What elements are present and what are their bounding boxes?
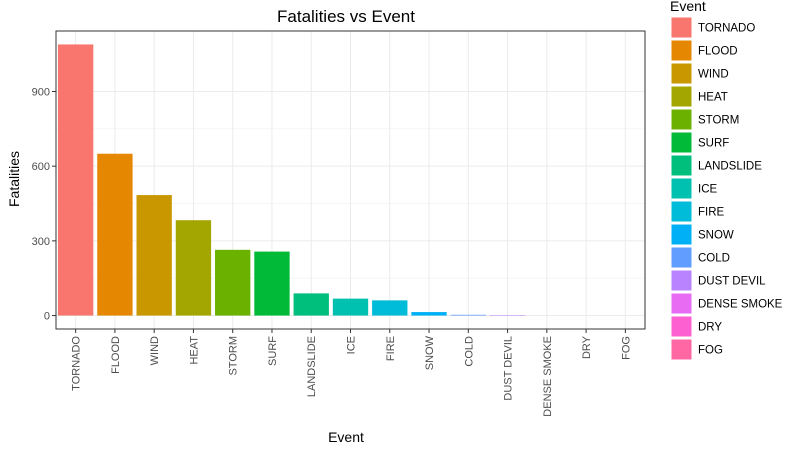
legend-key bbox=[670, 246, 693, 269]
y-tick-label: 600 bbox=[32, 161, 50, 173]
x-tick-label: LANDSLIDE bbox=[306, 336, 318, 397]
bar-heat bbox=[175, 220, 212, 316]
legend: TORNADO FLOOD WIND HEAT STORM SURF LANDSLIDE IC… bbox=[670, 16, 783, 361]
legend-label: TORNADO bbox=[698, 23, 755, 35]
legend-label: FLOOD bbox=[698, 46, 738, 58]
legend-key bbox=[670, 177, 693, 200]
legend-key bbox=[670, 39, 693, 62]
x-tick-label: DUST DEVIL bbox=[503, 336, 515, 401]
legend-key bbox=[670, 223, 693, 246]
legend-label: FIRE bbox=[698, 207, 725, 219]
bar-wind bbox=[136, 195, 172, 316]
legend-label: STORM bbox=[698, 115, 739, 127]
x-tick-label: FLOOD bbox=[110, 336, 122, 374]
x-tick-label: SNOW bbox=[424, 335, 436, 370]
x-tick-label: FOG bbox=[620, 336, 632, 360]
x-tick-label: STORM bbox=[228, 336, 240, 376]
legend-key bbox=[670, 154, 693, 177]
x-axis-title: Event bbox=[328, 429, 364, 445]
legend-label: COLD bbox=[698, 253, 730, 265]
legend-label: ICE bbox=[698, 184, 718, 196]
legend-label: DRY bbox=[698, 322, 722, 334]
legend-key bbox=[670, 315, 693, 338]
y-tick-label: 900 bbox=[32, 86, 50, 98]
bar-tornado bbox=[57, 44, 94, 316]
legend-title: Event bbox=[670, 0, 706, 14]
x-tick-label: TORNADO bbox=[71, 336, 83, 391]
legend-key bbox=[670, 16, 693, 39]
legend-key bbox=[670, 200, 693, 223]
x-tick-label: WIND bbox=[149, 336, 161, 365]
legend-label: LANDSLIDE bbox=[698, 161, 762, 173]
bar-surf bbox=[254, 251, 290, 316]
bar-ice bbox=[332, 298, 369, 316]
bar-cold bbox=[450, 314, 486, 316]
legend-key bbox=[670, 85, 693, 108]
bar-snow bbox=[411, 312, 447, 316]
legend-label: SNOW bbox=[698, 230, 734, 242]
bar-fire bbox=[372, 300, 408, 316]
x-tick-label: SURF bbox=[267, 336, 279, 366]
legend-label: DUST DEVIL bbox=[698, 276, 766, 288]
legend-label: HEAT bbox=[698, 92, 728, 104]
legend-key bbox=[670, 269, 693, 292]
bar-storm bbox=[215, 249, 251, 316]
plot-area: 0 300 600 900 TORNADO FLOOD WIND HEAT STORM SURF L… bbox=[32, 30, 646, 417]
legend-key bbox=[670, 292, 693, 315]
legend-label: WIND bbox=[698, 69, 729, 81]
bar-flood bbox=[97, 153, 133, 316]
x-tick-label: DRY bbox=[581, 335, 593, 359]
y-tick-label: 300 bbox=[32, 236, 50, 248]
x-tick-label: ICE bbox=[346, 336, 358, 354]
y-axis-title: Fatalities bbox=[6, 151, 22, 207]
legend-key bbox=[670, 62, 693, 85]
x-tick-label: HEAT bbox=[188, 336, 200, 365]
legend-label: SURF bbox=[698, 138, 729, 150]
legend-key bbox=[670, 131, 693, 154]
legend-key bbox=[670, 108, 693, 131]
legend-label: DENSE SMOKE bbox=[698, 299, 783, 311]
legend-key bbox=[670, 338, 693, 361]
bar-landslide bbox=[293, 293, 329, 316]
legend-label: FOG bbox=[698, 345, 723, 357]
chart-title: Fatalities vs Event bbox=[277, 7, 415, 26]
x-tick-label: COLD bbox=[463, 336, 475, 367]
x-tick-label: FIRE bbox=[385, 336, 397, 361]
y-tick-label: 0 bbox=[44, 311, 50, 323]
x-tick-label: DENSE SMOKE bbox=[542, 336, 554, 417]
